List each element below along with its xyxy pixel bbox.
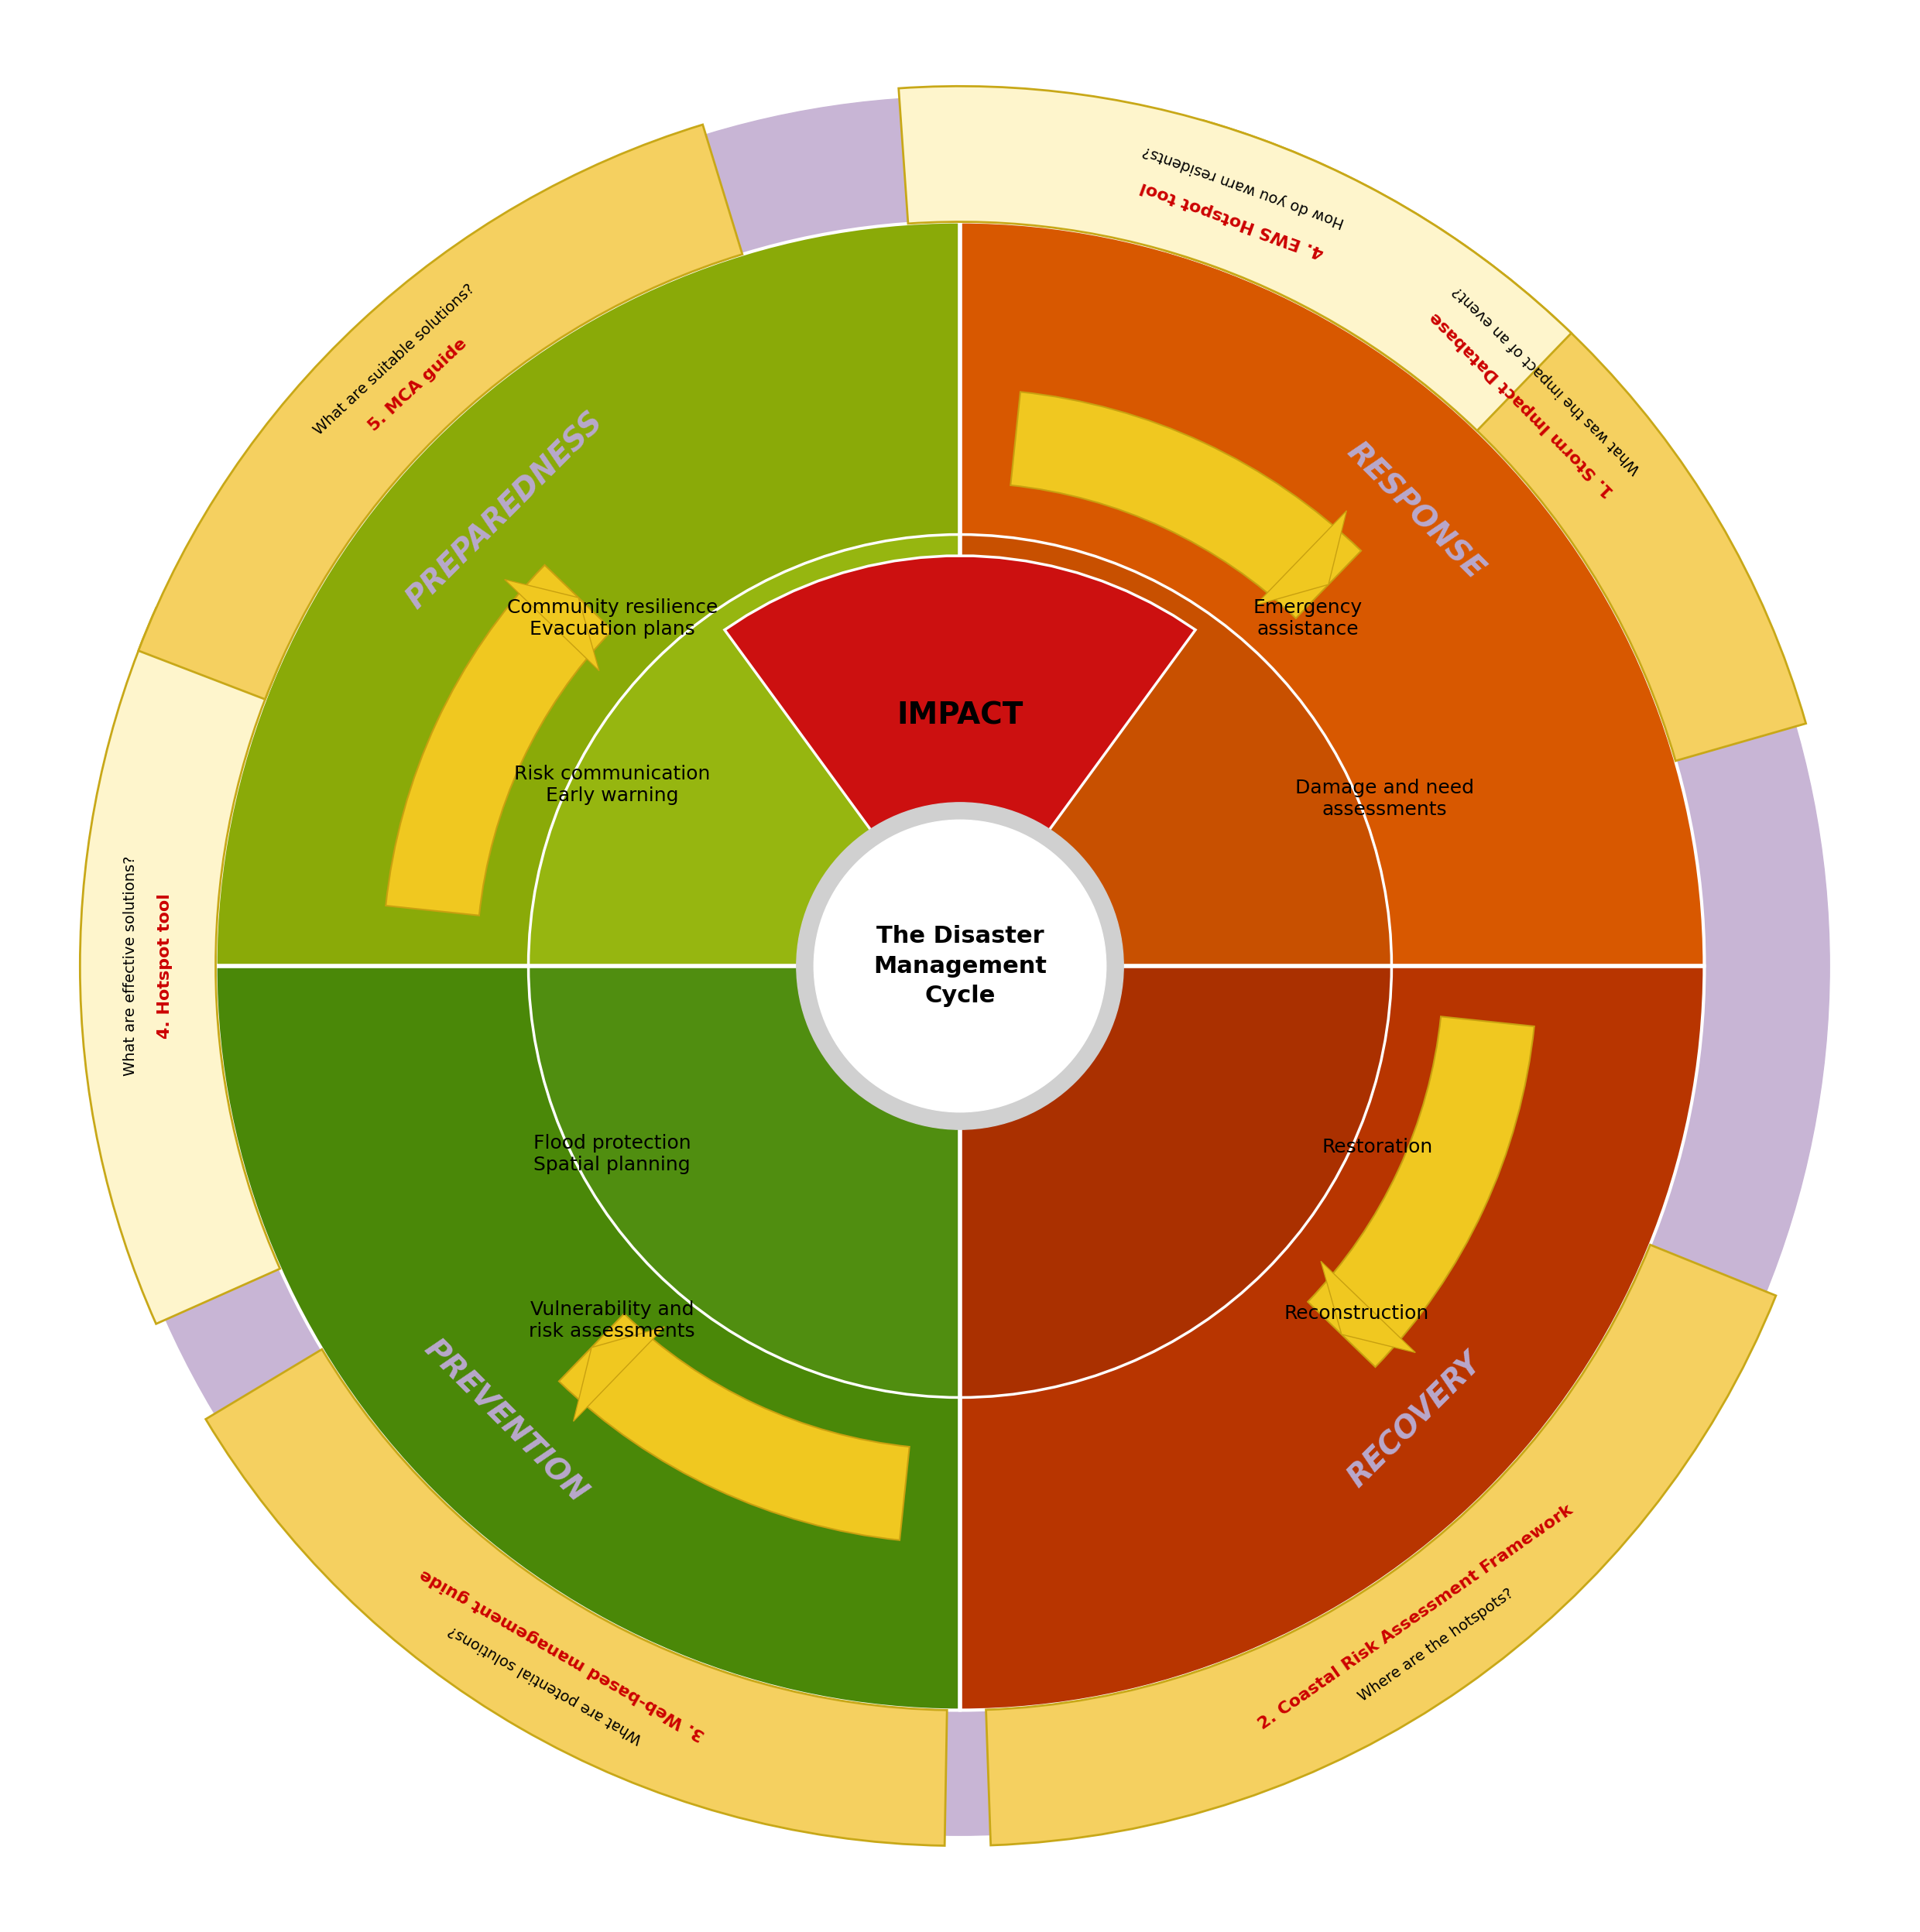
Text: Community resilience
Evacuation plans: Community resilience Evacuation plans — [507, 599, 718, 638]
Wedge shape — [215, 966, 960, 1710]
Text: 1. Storm Impact Database: 1. Storm Impact Database — [1427, 309, 1617, 498]
Wedge shape — [960, 222, 1705, 966]
Text: 2. Coastal Risk Assessment Framework: 2. Coastal Risk Assessment Framework — [1256, 1501, 1576, 1733]
Polygon shape — [1321, 1262, 1415, 1352]
Polygon shape — [1256, 510, 1346, 605]
Text: What are effective solutions?: What are effective solutions? — [123, 856, 138, 1076]
Wedge shape — [1165, 120, 1807, 761]
Text: Where are the hotspots?: Where are the hotspots? — [1356, 1586, 1517, 1704]
Wedge shape — [899, 87, 1571, 431]
Wedge shape — [960, 535, 1392, 966]
Wedge shape — [205, 1349, 947, 1845]
Wedge shape — [528, 535, 960, 966]
Text: IMPACT: IMPACT — [897, 701, 1023, 730]
Polygon shape — [724, 556, 1196, 952]
Text: 3. Web-based management guide: 3. Web-based management guide — [417, 1565, 708, 1743]
Polygon shape — [574, 1327, 664, 1422]
Text: Flood protection
Spatial planning: Flood protection Spatial planning — [534, 1134, 691, 1175]
Text: Reconstruction: Reconstruction — [1284, 1304, 1428, 1323]
Wedge shape — [138, 126, 743, 699]
Text: Vulnerability and
risk assessments: Vulnerability and risk assessments — [530, 1300, 695, 1341]
Text: 4. EWS Hotspot tool: 4. EWS Hotspot tool — [1139, 180, 1327, 259]
Circle shape — [797, 802, 1123, 1130]
Text: What are suitable solutions?: What are suitable solutions? — [311, 280, 478, 439]
Wedge shape — [559, 1314, 910, 1540]
Text: PREPAREDNESS: PREPAREDNESS — [401, 408, 609, 614]
Text: 5. MCA guide: 5. MCA guide — [367, 336, 470, 435]
Wedge shape — [960, 966, 1392, 1397]
Text: 4. Hotspot tool: 4. Hotspot tool — [157, 893, 173, 1039]
Text: Restoration: Restoration — [1323, 1138, 1432, 1155]
Text: Damage and need
assessments: Damage and need assessments — [1294, 779, 1475, 819]
Text: What was the impact of an event?: What was the impact of an event? — [1450, 282, 1644, 475]
Text: RESPONSE: RESPONSE — [1340, 437, 1490, 585]
Text: What are potential solutions?: What are potential solutions? — [445, 1623, 645, 1747]
Text: RECOVERY: RECOVERY — [1342, 1349, 1488, 1493]
Text: The Disaster
Management
Cycle: The Disaster Management Cycle — [874, 925, 1046, 1007]
Wedge shape — [1010, 392, 1361, 618]
Wedge shape — [386, 564, 612, 916]
Circle shape — [215, 222, 1705, 1710]
Circle shape — [90, 97, 1830, 1835]
Text: How do you warn residents?: How do you warn residents? — [1140, 143, 1346, 230]
Wedge shape — [215, 222, 960, 966]
Circle shape — [814, 819, 1106, 1113]
Wedge shape — [528, 966, 960, 1397]
Wedge shape — [81, 609, 280, 1323]
Wedge shape — [1308, 1016, 1534, 1368]
Text: PREVENTION: PREVENTION — [419, 1333, 591, 1509]
Text: Risk communication
Early warning: Risk communication Early warning — [515, 765, 710, 806]
Polygon shape — [505, 580, 599, 670]
Text: Emergency
assistance: Emergency assistance — [1254, 599, 1363, 638]
Wedge shape — [960, 966, 1705, 1710]
Wedge shape — [987, 1244, 1776, 1845]
